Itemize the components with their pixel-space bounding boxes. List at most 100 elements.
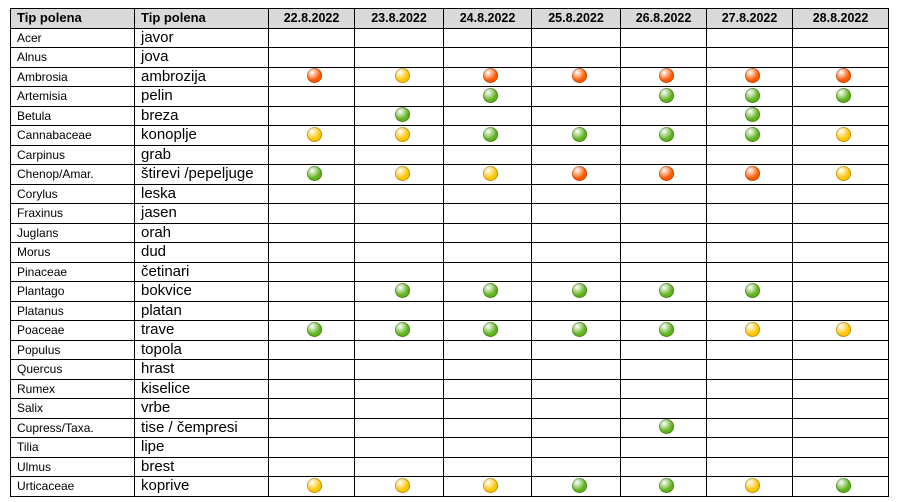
latin-name: Tilia (10, 437, 135, 458)
level-cell (268, 476, 355, 497)
level-cell (531, 417, 621, 438)
level-dot-green (394, 321, 410, 337)
level-cell (706, 378, 793, 399)
level-cell (354, 164, 444, 185)
table-row: Plantago bokvice (10, 281, 889, 302)
level-cell (443, 86, 532, 107)
latin-name: Pinaceae (10, 261, 135, 282)
level-cell (268, 320, 355, 341)
level-dot-green (483, 126, 498, 142)
level-cell (443, 105, 532, 126)
level-cell (268, 105, 355, 126)
level-cell (792, 27, 889, 48)
table-row: Cannabaceae konoplje (10, 125, 889, 146)
level-cell (443, 27, 532, 48)
level-cell (531, 27, 621, 48)
level-dot-green (394, 107, 410, 123)
level-dot-orange (307, 68, 322, 84)
level-cell (792, 203, 889, 224)
level-dot-green (571, 126, 587, 142)
level-dot-yellow (394, 165, 410, 181)
latin-name: Juglans (10, 222, 135, 243)
level-dot-orange (745, 165, 760, 181)
latin-name: Poaceae (10, 320, 135, 341)
level-cell (620, 437, 707, 458)
header-row: Tip polena Tip polena 22.8.2022 23.8.2022… (10, 8, 889, 29)
latin-name: Cannabaceae (10, 125, 135, 146)
level-cell (443, 456, 532, 477)
level-dot-yellow (745, 477, 760, 493)
table-row: Urticaceae koprive (10, 476, 889, 497)
level-cell (354, 203, 444, 224)
level-cell (354, 144, 444, 165)
level-cell (620, 476, 707, 497)
local-name: vrbe (134, 398, 269, 419)
level-dot-green (483, 282, 498, 298)
latin-name: Salix (10, 398, 135, 419)
level-dot-orange (659, 165, 674, 181)
level-dot-green (659, 321, 674, 337)
level-cell (443, 339, 532, 360)
level-dot-green (745, 107, 760, 123)
level-cell (531, 339, 621, 360)
level-cell (792, 47, 889, 68)
level-cell (531, 105, 621, 126)
level-cell (443, 359, 532, 380)
level-cell (354, 242, 444, 263)
level-cell (706, 203, 793, 224)
level-cell (531, 437, 621, 458)
level-cell (792, 125, 889, 146)
local-name: breza (134, 105, 269, 126)
level-dot-orange (571, 165, 587, 181)
latin-name: Morus (10, 242, 135, 263)
table-row: Platanus platan (10, 300, 889, 321)
table-row: Tilia lipe (10, 437, 889, 458)
table-row: Salix vrbe (10, 398, 889, 419)
level-cell (620, 398, 707, 419)
level-cell (620, 281, 707, 302)
level-dot-orange (836, 68, 851, 84)
header-local: Tip polena (134, 8, 269, 29)
level-cell (792, 261, 889, 282)
local-name: javor (134, 27, 269, 48)
level-cell (706, 417, 793, 438)
local-name: konoplje (134, 125, 269, 146)
level-cell (443, 47, 532, 68)
level-cell (268, 125, 355, 146)
level-cell (354, 125, 444, 146)
level-dot-yellow (307, 126, 322, 142)
latin-name: Platanus (10, 300, 135, 321)
level-cell (354, 456, 444, 477)
table-row: Artemisia pelin (10, 86, 889, 107)
header-date-3: 24.8.2022 (443, 8, 532, 29)
level-cell (792, 242, 889, 263)
local-name: tise / čempresi (134, 417, 269, 438)
level-cell (792, 183, 889, 204)
level-cell (443, 222, 532, 243)
level-cell (268, 203, 355, 224)
table-row: Chenop/Amar. štirevi /pepeljuge (10, 164, 889, 185)
level-cell (531, 378, 621, 399)
level-cell (443, 242, 532, 263)
level-cell (620, 378, 707, 399)
local-name: topola (134, 339, 269, 360)
level-cell (531, 203, 621, 224)
level-cell (792, 359, 889, 380)
table-row: Carpinus grab (10, 144, 889, 165)
table-row: Ulmus brest (10, 456, 889, 477)
level-cell (620, 320, 707, 341)
level-cell (268, 86, 355, 107)
level-dot-green (659, 87, 674, 103)
level-cell (706, 86, 793, 107)
level-cell (706, 300, 793, 321)
level-cell (620, 339, 707, 360)
level-cell (268, 417, 355, 438)
header-date-6: 27.8.2022 (706, 8, 793, 29)
latin-name: Ulmus (10, 456, 135, 477)
level-cell (706, 398, 793, 419)
level-cell (792, 105, 889, 126)
level-cell (354, 359, 444, 380)
table-header: Tip polena Tip polena 22.8.2022 23.8.2022… (10, 8, 889, 29)
level-dot-orange (571, 68, 587, 84)
level-cell (531, 359, 621, 380)
